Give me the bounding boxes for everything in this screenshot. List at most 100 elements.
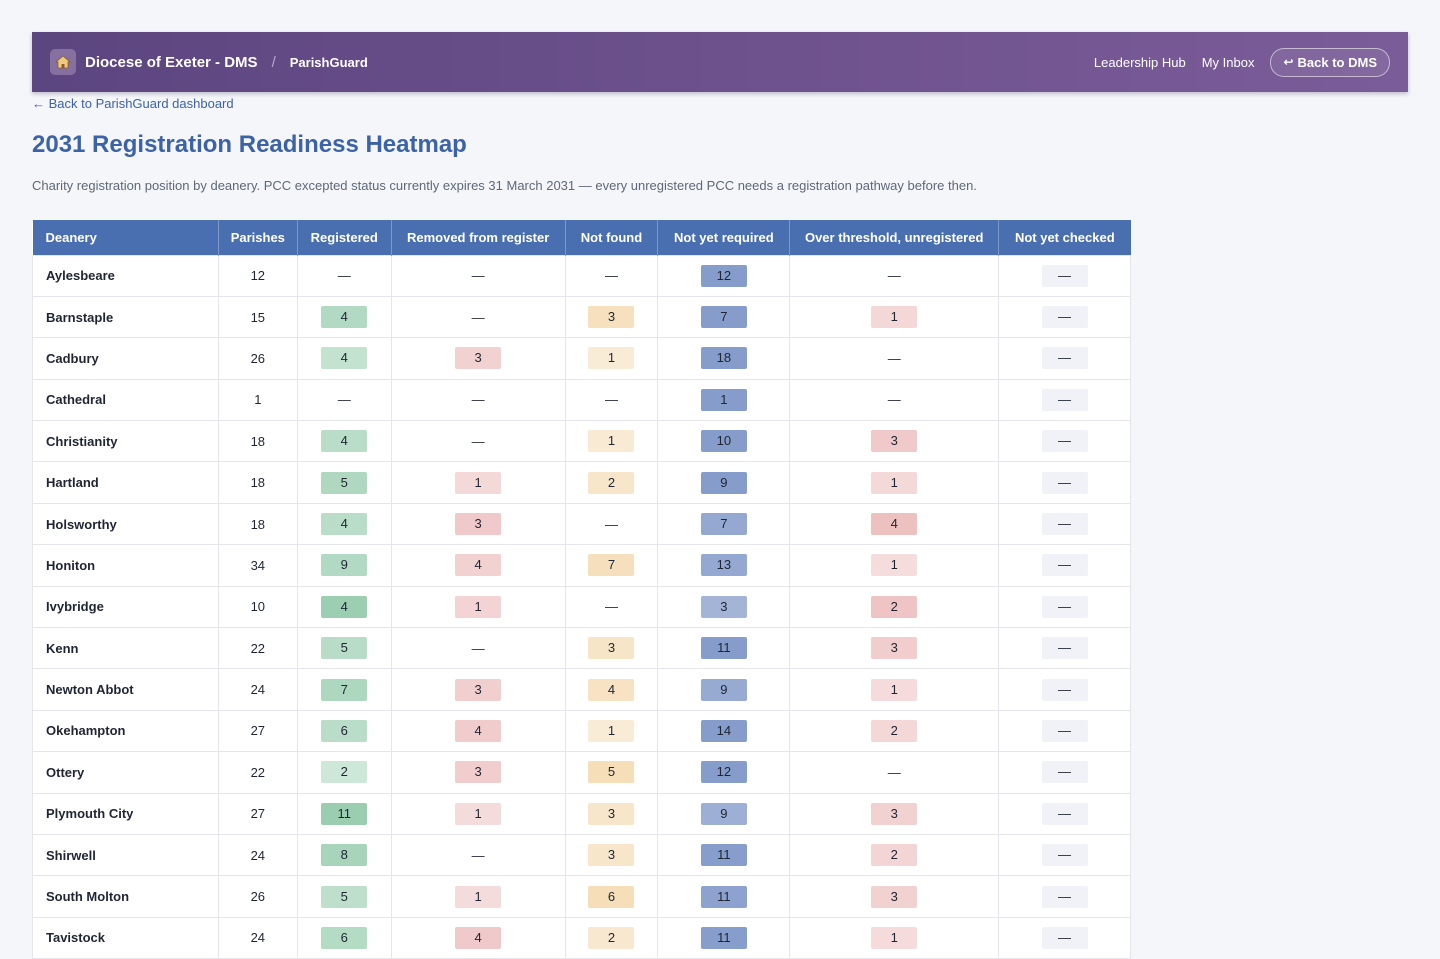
- deanery-name[interactable]: Okehampton: [32, 709, 219, 753]
- heat-value-badge[interactable]: 2: [871, 595, 918, 618]
- heat-value-badge[interactable]: 9: [321, 554, 368, 577]
- deanery-name[interactable]: Plymouth City: [32, 792, 219, 835]
- heat-value-badge[interactable]: 5: [321, 471, 368, 494]
- heat-value-badge[interactable]: 2: [588, 926, 635, 949]
- heat-value-badge[interactable]: 3: [871, 430, 918, 453]
- heat-value-badge[interactable]: 5: [588, 761, 635, 784]
- heat-value-badge[interactable]: 14: [700, 719, 747, 742]
- heat-value-badge[interactable]: 1: [871, 554, 918, 577]
- heat-value-badge[interactable]: 1: [871, 926, 918, 949]
- heat-value-badge[interactable]: 1: [871, 306, 918, 329]
- deanery-name[interactable]: Shirwell: [32, 833, 219, 877]
- heat-value-badge[interactable]: 2: [871, 844, 918, 867]
- heat-value-badge[interactable]: 3: [455, 513, 502, 536]
- heat-value-badge[interactable]: 4: [321, 513, 368, 536]
- heat-value-badge[interactable]: 6: [588, 885, 635, 908]
- heat-value-badge[interactable]: 6: [321, 719, 368, 742]
- heat-value-badge[interactable]: 4: [871, 513, 918, 536]
- column-header-over-threshold: Over threshold, unregistered: [789, 220, 1000, 255]
- deanery-name[interactable]: Cadbury: [32, 337, 219, 380]
- heat-value-badge[interactable]: 12: [700, 761, 747, 784]
- heat-value-badge[interactable]: 4: [455, 719, 502, 742]
- heat-value-badge[interactable]: 3: [455, 678, 502, 701]
- deanery-name[interactable]: Ivybridge: [32, 585, 219, 629]
- heat-value-badge[interactable]: 7: [700, 513, 747, 536]
- deanery-name[interactable]: Holsworthy: [32, 502, 219, 546]
- heat-value-badge[interactable]: 8: [321, 844, 368, 867]
- heat-value-badge[interactable]: 11: [700, 926, 747, 949]
- heat-value-badge[interactable]: 1: [455, 595, 502, 618]
- cell-removed: —: [390, 627, 566, 670]
- cell-over-threshold: 2: [789, 709, 1000, 753]
- heat-value-badge[interactable]: 4: [321, 347, 368, 370]
- heat-value-badge[interactable]: 3: [871, 637, 918, 660]
- heat-value-badge[interactable]: 1: [455, 802, 502, 825]
- parish-count: 12: [217, 254, 298, 297]
- heat-value-badge[interactable]: 2: [588, 471, 635, 494]
- heat-value-badge[interactable]: 7: [700, 306, 747, 329]
- deanery-name[interactable]: Hartland: [32, 461, 219, 504]
- heat-value-badge[interactable]: 4: [455, 926, 502, 949]
- my-inbox-link[interactable]: My Inbox: [1201, 54, 1255, 70]
- parish-count: 27: [217, 709, 298, 753]
- church-logo-icon[interactable]: [50, 49, 76, 75]
- heat-value-badge[interactable]: 4: [321, 595, 368, 618]
- deanery-name[interactable]: South Molton: [32, 875, 219, 918]
- heat-value-badge[interactable]: 1: [871, 678, 918, 701]
- heat-value-badge[interactable]: 4: [588, 678, 635, 701]
- heat-value-badge[interactable]: 1: [700, 388, 747, 411]
- deanery-name[interactable]: Honiton: [32, 544, 219, 587]
- heat-value-badge[interactable]: 4: [321, 430, 368, 453]
- heat-value-badge[interactable]: 3: [588, 306, 635, 329]
- heat-value-badge[interactable]: 9: [700, 678, 747, 701]
- back-to-dms-button[interactable]: ↩ Back to DMS: [1270, 47, 1390, 77]
- heat-value-badge[interactable]: 18: [700, 347, 747, 370]
- heat-value-badge[interactable]: 6: [321, 926, 368, 949]
- deanery-name[interactable]: Kenn: [32, 627, 219, 670]
- cell-not-found: 3: [564, 792, 659, 835]
- heat-value-badge[interactable]: 3: [700, 595, 747, 618]
- heat-value-badge[interactable]: 11: [321, 802, 368, 825]
- heat-value-badge[interactable]: 11: [700, 885, 747, 908]
- heat-value-badge[interactable]: 10: [700, 430, 747, 453]
- heat-value-badge[interactable]: 3: [588, 844, 635, 867]
- deanery-name[interactable]: Newton Abbot: [32, 668, 219, 711]
- heat-value-badge[interactable]: 9: [700, 471, 747, 494]
- heat-value-badge[interactable]: 1: [455, 471, 502, 494]
- heat-value-badge[interactable]: 1: [588, 719, 635, 742]
- heat-value-badge[interactable]: 1: [588, 430, 635, 453]
- back-to-dashboard-link[interactable]: ← Back to ParishGuard dashboard: [32, 96, 234, 111]
- heat-value-badge[interactable]: 4: [321, 306, 368, 329]
- heat-value-badge[interactable]: 9: [700, 802, 747, 825]
- heat-value-badge[interactable]: 11: [700, 844, 747, 867]
- heat-value-badge[interactable]: 5: [321, 885, 368, 908]
- heat-value-badge[interactable]: 3: [588, 802, 635, 825]
- deanery-name[interactable]: Cathedral: [32, 378, 219, 422]
- heat-value-badge[interactable]: 2: [871, 719, 918, 742]
- heat-value-badge[interactable]: 12: [700, 264, 747, 287]
- heat-value-badge[interactable]: 2: [321, 761, 368, 784]
- heat-value-badge[interactable]: 13: [700, 554, 747, 577]
- heat-value-badge[interactable]: 3: [455, 761, 502, 784]
- heat-value-badge[interactable]: 3: [588, 637, 635, 660]
- app-name[interactable]: ParishGuard: [289, 54, 368, 70]
- heat-value-badge[interactable]: 3: [871, 885, 918, 908]
- heat-value-badge[interactable]: 5: [321, 637, 368, 660]
- heat-value-badge[interactable]: 4: [455, 554, 502, 577]
- heat-value-badge[interactable]: 3: [871, 802, 918, 825]
- heat-value-badge[interactable]: 3: [455, 347, 502, 370]
- heat-value-badge[interactable]: 11: [700, 637, 747, 660]
- leadership-hub-link[interactable]: Leadership Hub: [1093, 54, 1186, 70]
- cell-not-yet-checked: —: [998, 875, 1131, 918]
- deanery-name[interactable]: Aylesbeare: [32, 254, 219, 297]
- brand-title[interactable]: Diocese of Exeter - DMS: [85, 53, 258, 71]
- deanery-name[interactable]: Barnstaple: [32, 295, 219, 339]
- heat-value-badge[interactable]: 1: [871, 471, 918, 494]
- heat-value-badge[interactable]: 7: [321, 678, 368, 701]
- deanery-name[interactable]: Ottery: [32, 751, 219, 794]
- heat-value-badge[interactable]: 7: [588, 554, 635, 577]
- deanery-name[interactable]: Tavistock: [32, 916, 219, 959]
- heat-value-badge[interactable]: 1: [455, 885, 502, 908]
- deanery-name[interactable]: Christianity: [32, 420, 219, 463]
- heat-value-badge[interactable]: 1: [588, 347, 635, 370]
